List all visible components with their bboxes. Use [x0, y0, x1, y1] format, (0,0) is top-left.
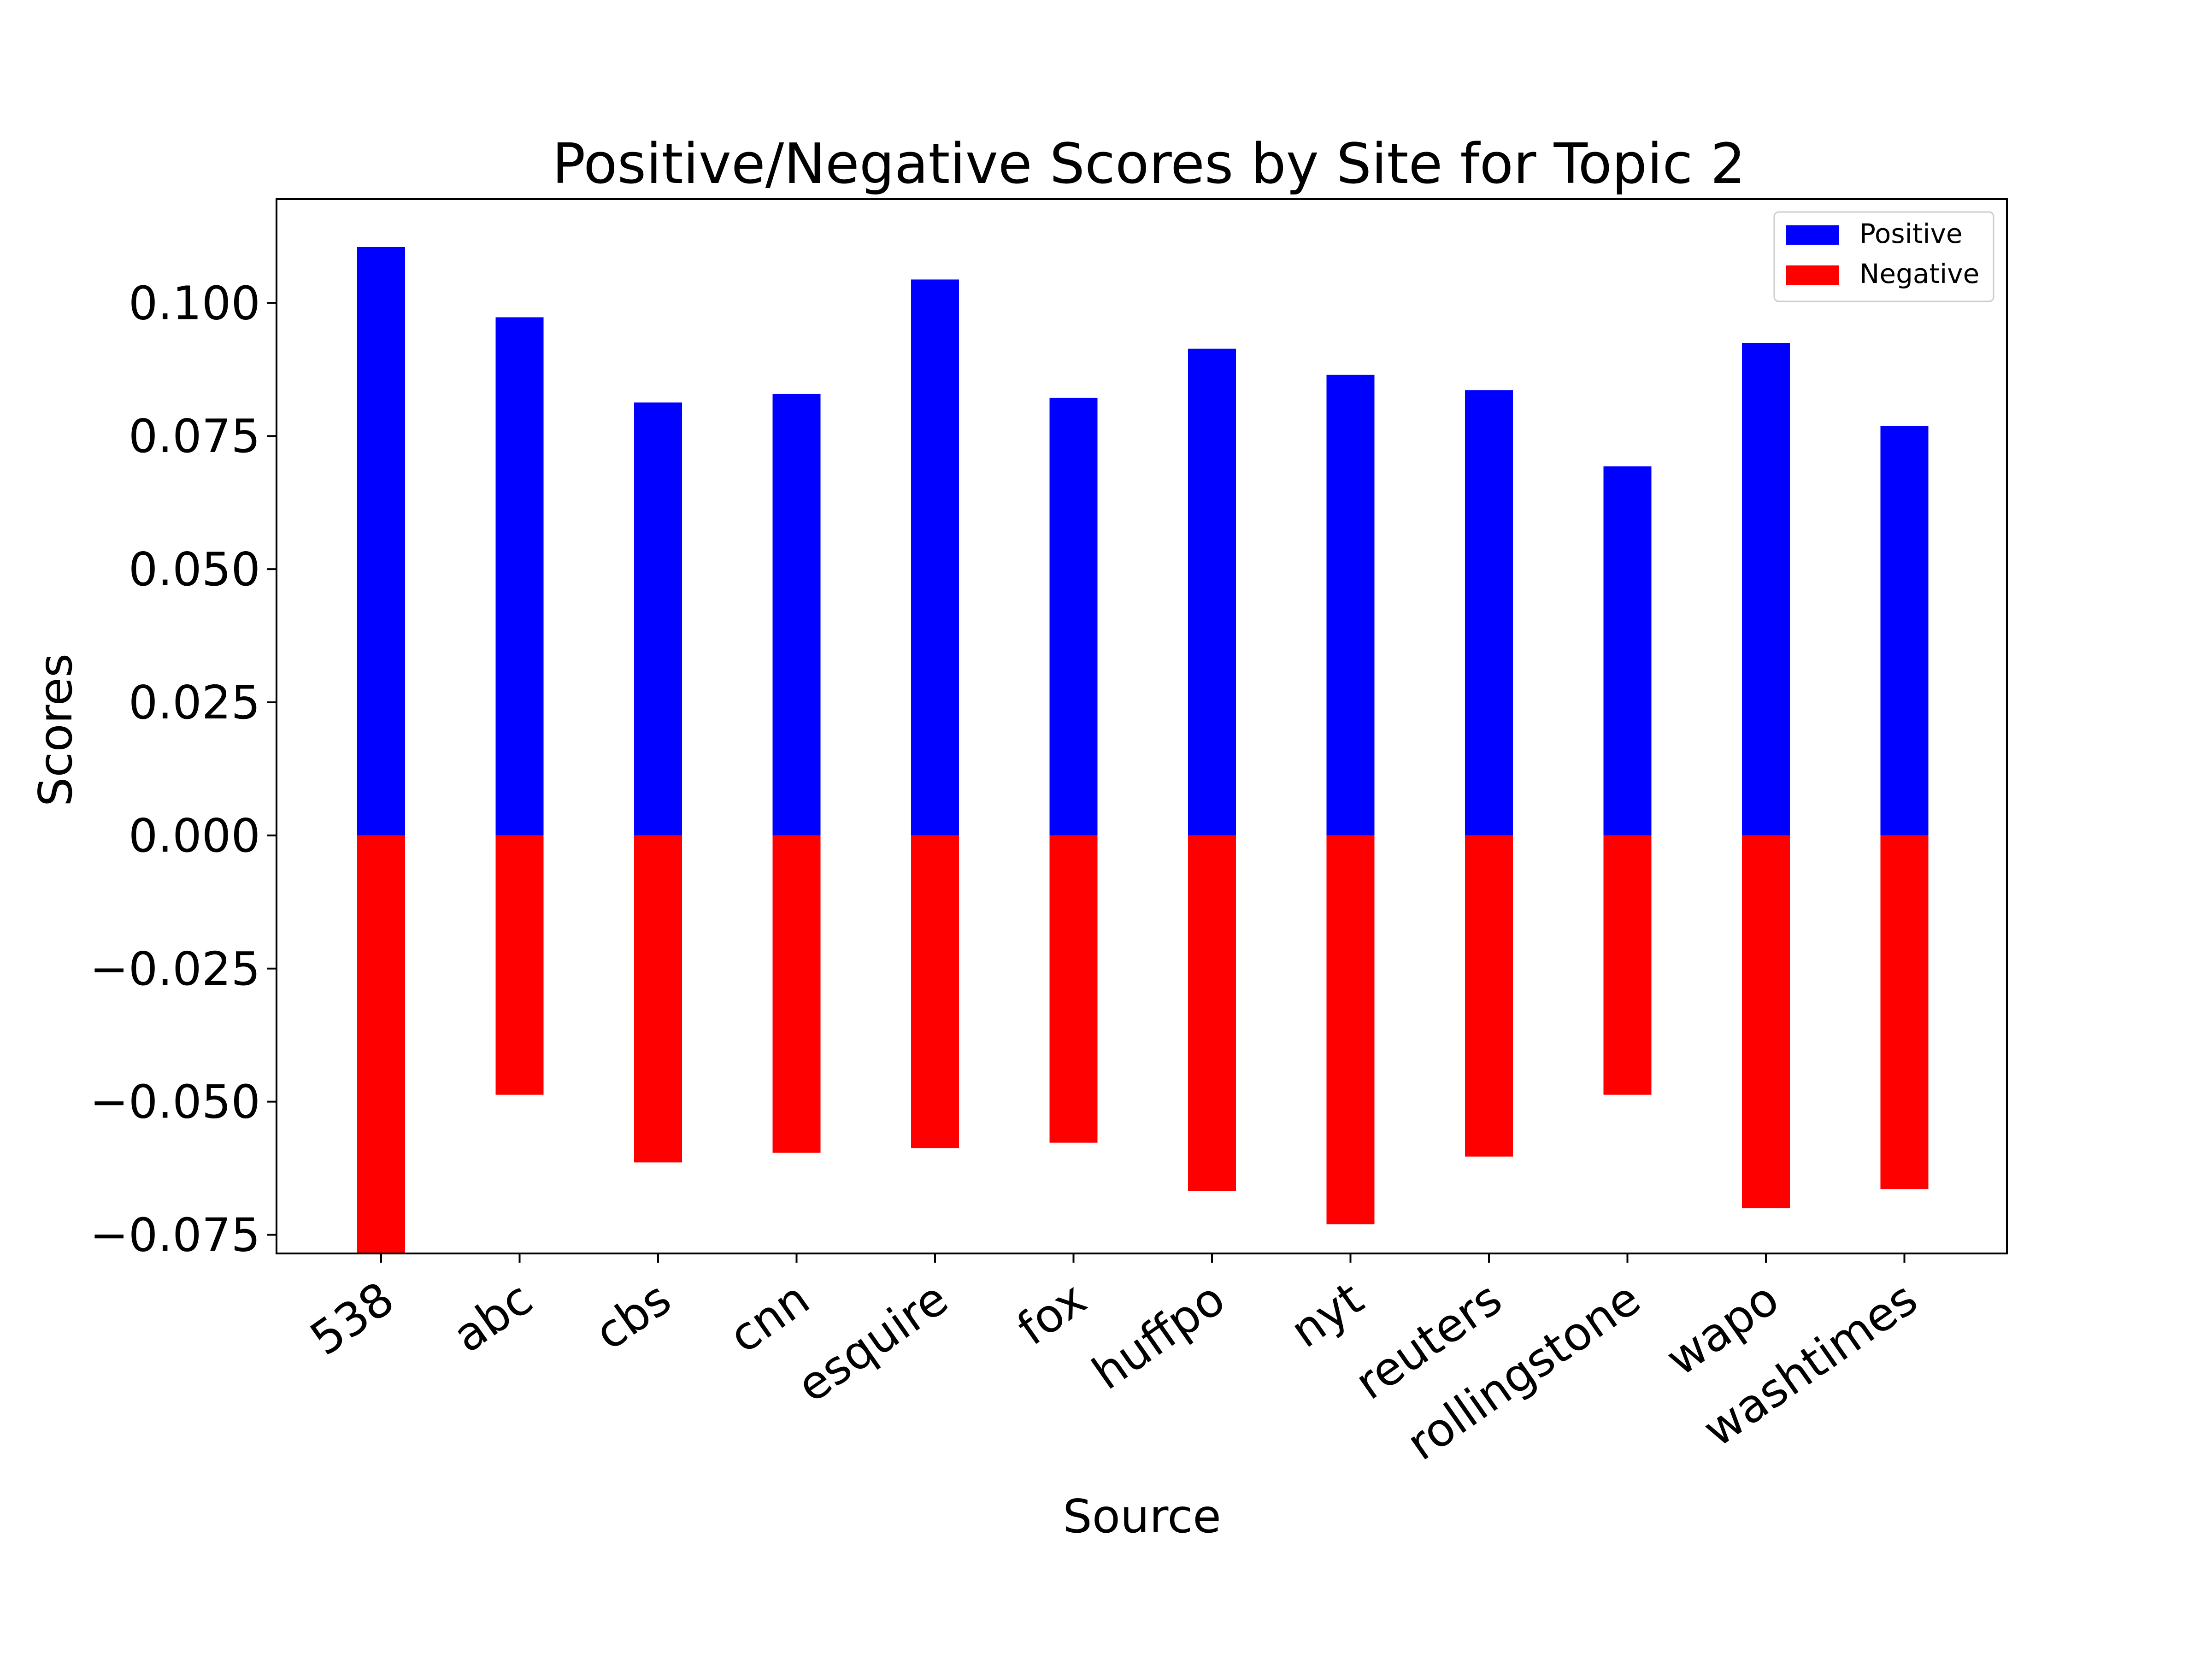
bar-positive-cnn: [772, 394, 821, 835]
bar-positive-cbs: [634, 402, 682, 835]
x-axis-label: Source: [1063, 1489, 1221, 1543]
y-axis: −0.075 −0.050 −0.025 0.000 0.025 0.050 0.075 0.…: [90, 276, 276, 1262]
chart-title: Positive/Negative Scores by Site for Top…: [552, 132, 1746, 196]
bar-negative-esquire: [911, 835, 959, 1148]
x-tick-label: 538: [300, 1271, 403, 1366]
bar-negative-washtimes: [1880, 835, 1929, 1189]
bar-positive-fox: [1049, 398, 1098, 835]
bar-positive-538: [357, 247, 405, 835]
y-tick-label: −0.075: [90, 1208, 260, 1262]
legend-swatch-positive: [1786, 225, 1839, 245]
legend-label-positive: Positive: [1859, 218, 1963, 249]
bar-negative-cnn: [772, 835, 821, 1153]
bar-negative-cbs: [634, 835, 682, 1163]
x-tick-label: huffpo: [1082, 1271, 1234, 1400]
bar-negative-fox: [1049, 835, 1098, 1143]
x-tick-label: rollingstone: [1397, 1271, 1650, 1471]
bar-positive-wapo: [1742, 343, 1790, 835]
bar-positive-rollingstone: [1603, 466, 1652, 835]
bar-positive-nyt: [1326, 375, 1375, 835]
y-tick-label: 0.000: [129, 809, 260, 863]
bars-layer: [357, 247, 1929, 1253]
bar-negative-reuters: [1465, 835, 1513, 1157]
bar-positive-abc: [495, 317, 544, 835]
x-tick-label: fox: [1007, 1271, 1096, 1356]
y-tick-label: 0.075: [129, 409, 260, 463]
bar-negative-nyt: [1326, 835, 1375, 1224]
bar-negative-538: [357, 835, 405, 1253]
bar-positive-reuters: [1465, 390, 1513, 835]
y-tick-label: 0.025: [129, 676, 260, 729]
legend: Positive Negative: [1773, 211, 1994, 302]
plot-area-frame: [276, 198, 2008, 1254]
legend-swatch-negative: [1786, 265, 1839, 285]
y-tick-label: 0.100: [129, 276, 260, 330]
bar-negative-rollingstone: [1603, 835, 1652, 1095]
bar-positive-washtimes: [1880, 426, 1929, 835]
y-axis-label: Scores: [29, 653, 82, 806]
y-tick-label: 0.050: [129, 542, 260, 596]
legend-label-negative: Negative: [1859, 258, 1979, 289]
x-tick-label: abc: [443, 1271, 542, 1363]
x-tick-label: cnn: [719, 1271, 819, 1364]
bar-negative-huffpo: [1188, 835, 1236, 1191]
x-tick-label: nyt: [1281, 1271, 1373, 1359]
x-tick-label: cbs: [585, 1271, 681, 1361]
y-tick-label: −0.050: [90, 1075, 260, 1129]
bar-positive-esquire: [911, 279, 959, 835]
y-tick-label: −0.025: [90, 942, 260, 996]
bar-negative-wapo: [1742, 835, 1790, 1208]
bar-negative-abc: [495, 835, 544, 1095]
x-tick-label: esquire: [788, 1271, 958, 1413]
bar-positive-huffpo: [1188, 348, 1236, 835]
